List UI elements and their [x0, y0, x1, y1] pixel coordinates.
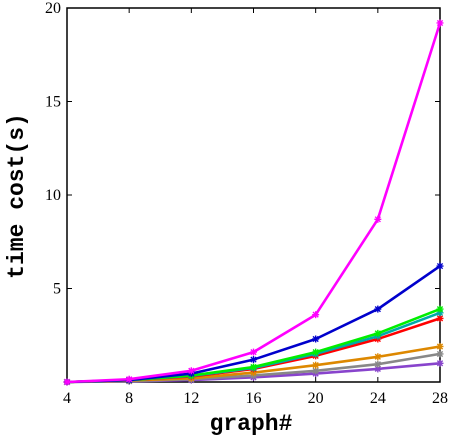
data-point: [312, 335, 320, 343]
data-point: [436, 350, 444, 358]
y-axis-title: time cost(s): [4, 113, 30, 279]
y-tick-label: 15: [45, 94, 61, 111]
data-point: [436, 359, 444, 367]
data-point: [436, 262, 444, 270]
y-tick-label: 10: [45, 187, 61, 204]
x-tick-label: 8: [125, 390, 133, 407]
series-layer: [63, 19, 444, 386]
data-point: [250, 356, 257, 364]
x-tick-label: 12: [183, 390, 199, 407]
data-point: [436, 305, 444, 313]
data-point: [374, 360, 382, 368]
x-tick-label: 16: [246, 390, 262, 407]
data-point: [374, 215, 382, 223]
x-tick-label: 24: [370, 390, 386, 407]
data-point: [187, 367, 195, 375]
y-tick-label: 5: [53, 281, 61, 298]
data-point: [312, 311, 320, 319]
data-point: [63, 378, 71, 386]
data-point: [374, 365, 382, 373]
x-tick-label: 4: [63, 390, 71, 407]
y-tick-label: 20: [45, 0, 61, 17]
data-point: [374, 329, 382, 337]
data-point: [374, 305, 382, 313]
data-point: [312, 348, 320, 356]
data-point: [436, 19, 444, 27]
axis-ticks: 4 8 12 16 20 24 28 5 10 15 20: [45, 0, 448, 407]
x-tick-label: 20: [308, 390, 324, 407]
data-point: [436, 342, 444, 350]
data-point: [125, 375, 133, 383]
data-point: [312, 361, 320, 369]
data-point: [250, 363, 257, 371]
plot-area: [66, 7, 441, 383]
data-point: [374, 353, 382, 361]
x-tick-label: 28: [432, 390, 448, 407]
data-point: [250, 348, 257, 356]
x-axis-title: graph#: [210, 411, 293, 437]
series-line: [63, 19, 444, 386]
